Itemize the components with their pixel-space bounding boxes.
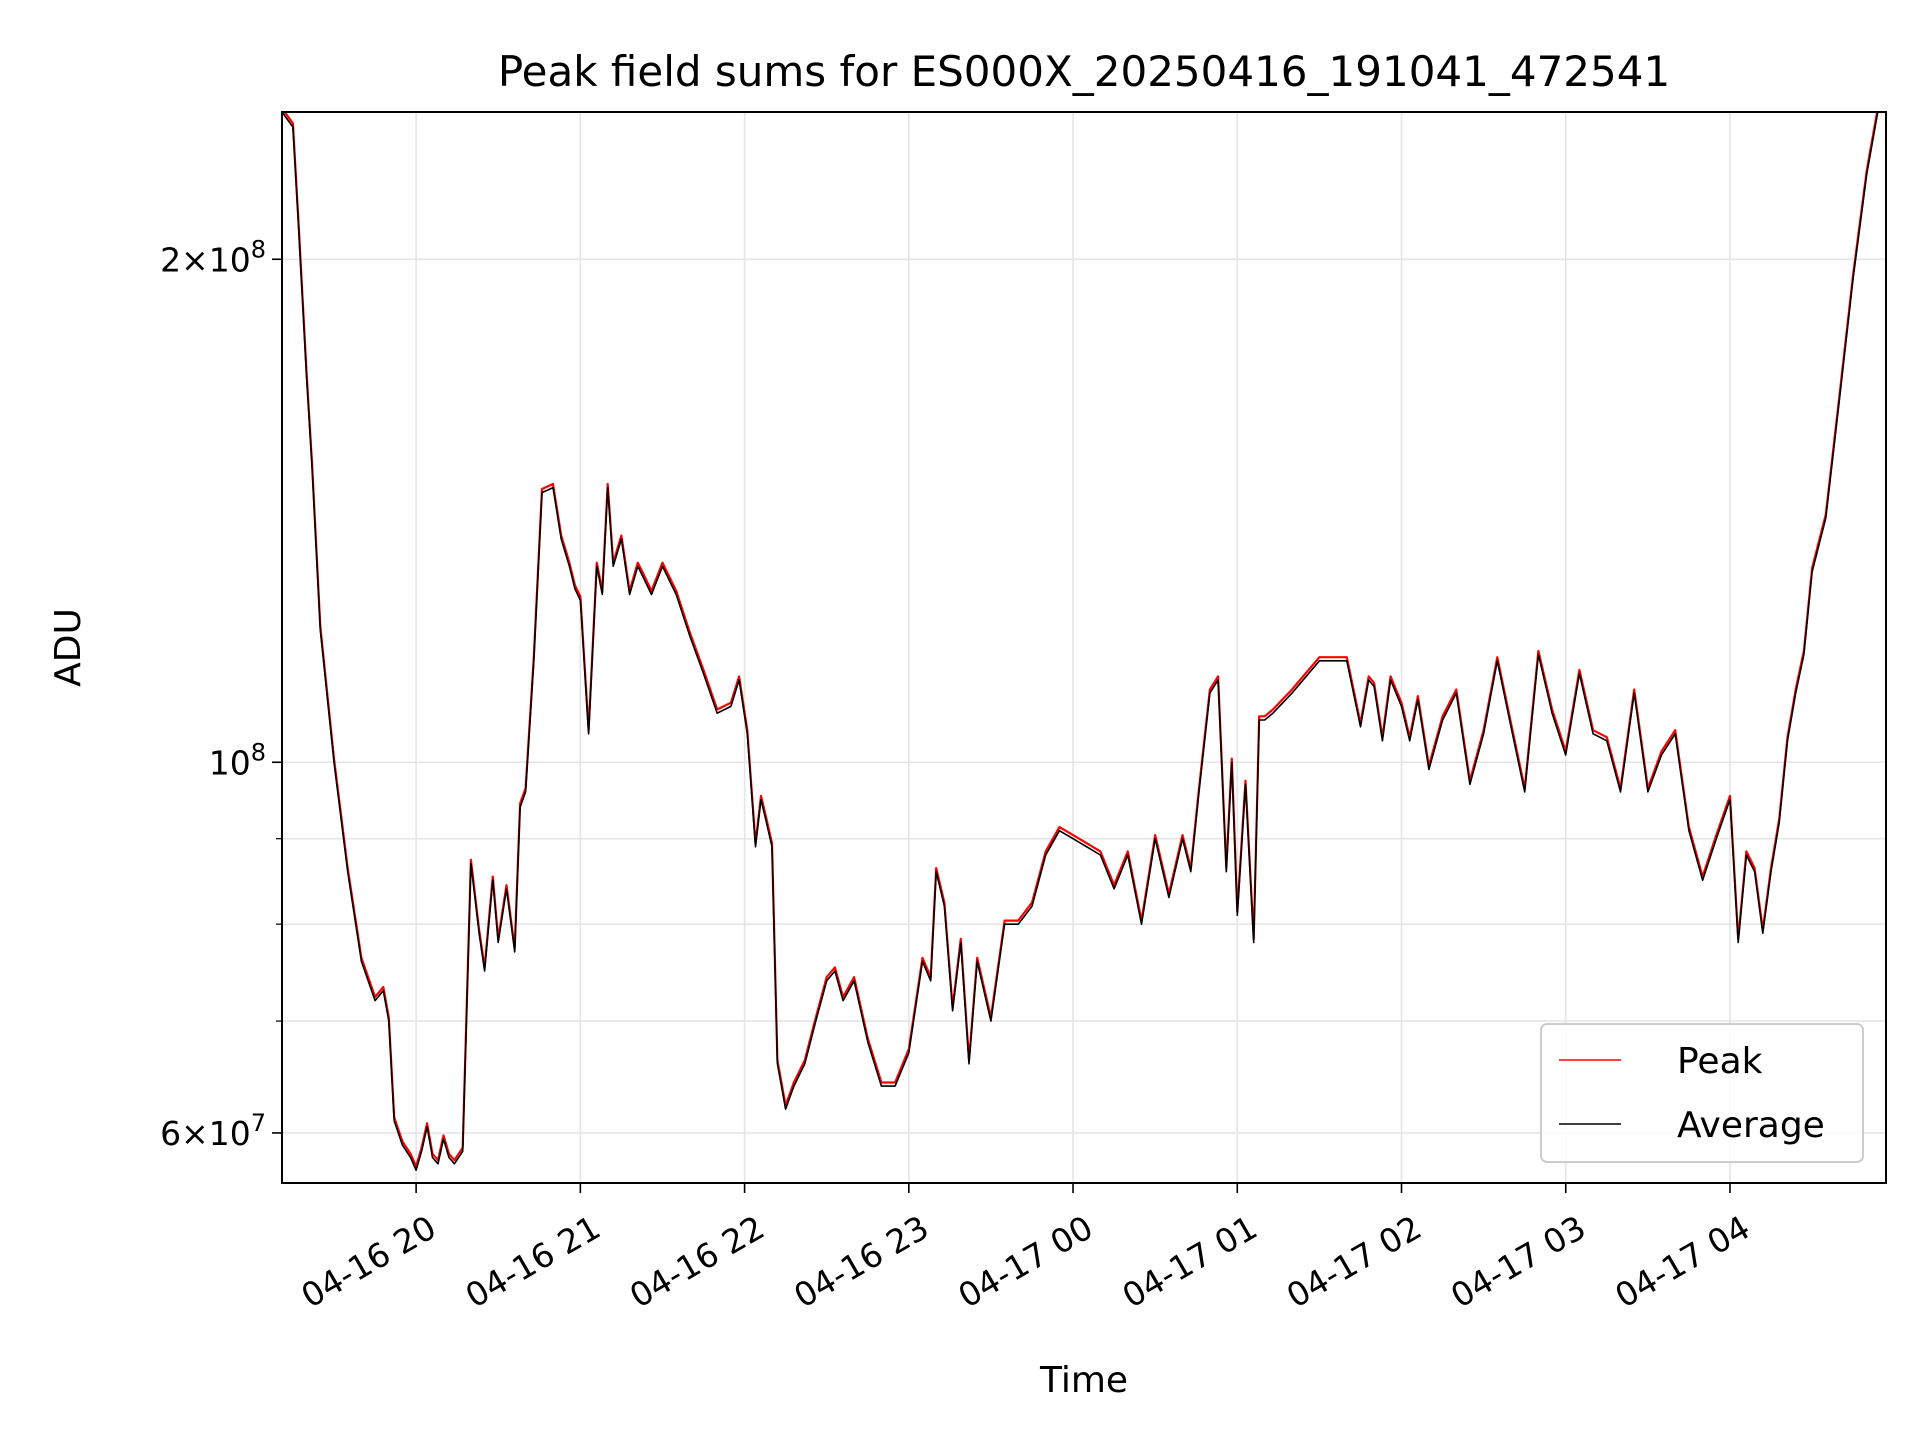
chart-title: Peak field sums for ES000X_20250416_1910… bbox=[498, 47, 1670, 96]
y-axis-ticks: 6×107 108 2×108 bbox=[160, 235, 282, 1153]
legend: Peak Average bbox=[1540, 1023, 1864, 1163]
grid bbox=[282, 112, 1886, 1183]
y-tick-label: 2×108 bbox=[160, 235, 266, 279]
y-axis-label: ADU bbox=[48, 608, 89, 687]
y-tick-label: 108 bbox=[209, 738, 266, 782]
x-axis-label: Time bbox=[1039, 1360, 1128, 1401]
legend-label-average: Average bbox=[1677, 1105, 1825, 1146]
y-tick-label: 6×107 bbox=[160, 1109, 266, 1153]
series-line-average bbox=[282, 112, 1886, 1171]
plot-frame bbox=[281, 111, 1887, 1184]
plot-lines bbox=[282, 112, 1886, 1171]
legend-label-peak: Peak bbox=[1677, 1041, 1763, 1082]
legend-box bbox=[1540, 1023, 1864, 1163]
